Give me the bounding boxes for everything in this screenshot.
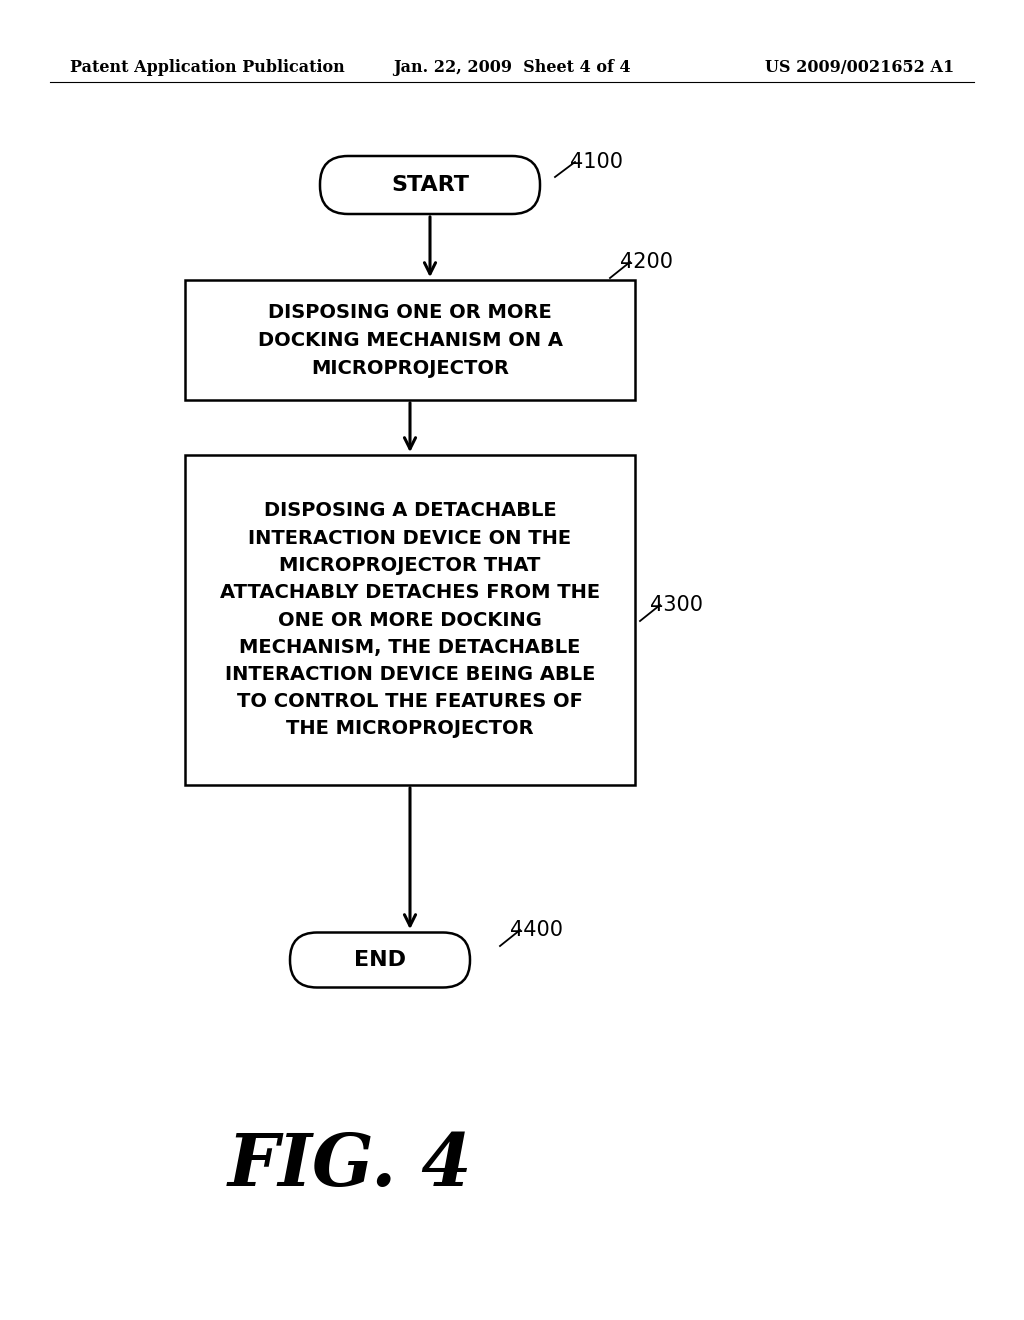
Text: US 2009/0021652 A1: US 2009/0021652 A1 [765,59,954,77]
Text: START: START [391,176,469,195]
Text: DISPOSING A DETACHABLE
INTERACTION DEVICE ON THE
MICROPROJECTOR THAT
ATTACHABLY : DISPOSING A DETACHABLE INTERACTION DEVIC… [220,502,600,738]
Bar [185,280,635,400]
Text: 4300: 4300 [650,595,703,615]
FancyBboxPatch shape [319,156,540,214]
Text: 4100: 4100 [570,152,623,172]
Text: FIG. 4: FIG. 4 [227,1130,472,1201]
Text: Patent Application Publication: Patent Application Publication [70,59,345,77]
Text: DISPOSING ONE OR MORE
DOCKING MECHANISM ON A
MICROPROJECTOR: DISPOSING ONE OR MORE DOCKING MECHANISM … [257,302,562,378]
Text: 4200: 4200 [620,252,673,272]
Bar [185,455,635,785]
Text: END: END [354,950,406,970]
FancyBboxPatch shape [290,932,470,987]
Text: 4400: 4400 [510,920,563,940]
Text: Jan. 22, 2009  Sheet 4 of 4: Jan. 22, 2009 Sheet 4 of 4 [393,59,631,77]
